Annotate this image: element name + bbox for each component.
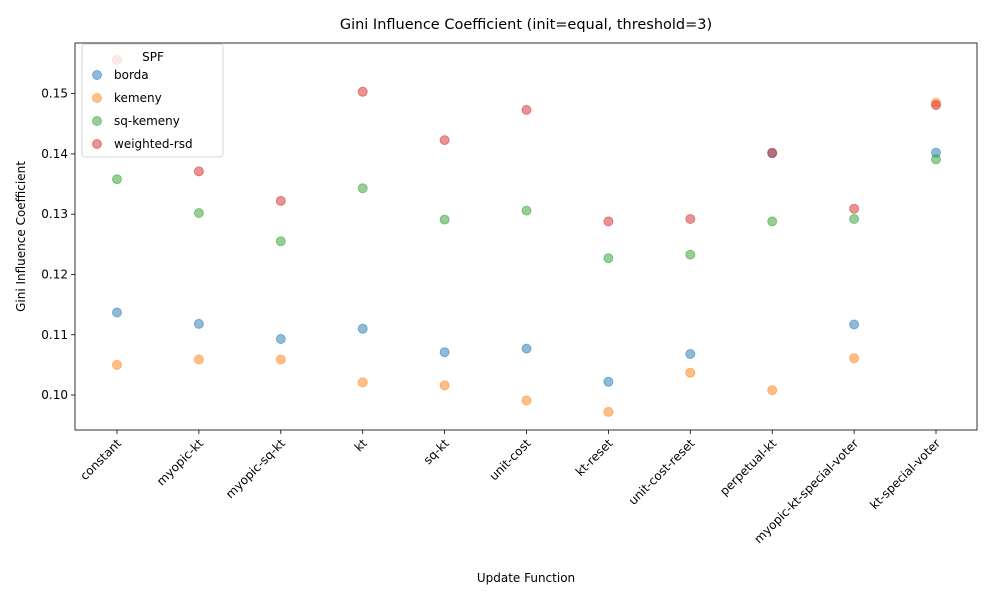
point-borda-sq-kt	[439, 347, 450, 358]
point-kemeny-sq-kt	[439, 380, 450, 391]
y-tick-label: 0.15	[41, 87, 68, 101]
point-borda-myopic-kt-special-voter	[849, 319, 860, 330]
legend-marker-weighted-rsd	[92, 139, 102, 149]
point-kemeny-myopic-kt-special-voter	[849, 353, 860, 364]
point-kemeny-unit-cost	[521, 395, 532, 406]
point-sq-kemeny-kt-special-voter	[931, 154, 941, 165]
x-tick-label: unit-cost-reset	[626, 436, 698, 508]
legend-marker-sq-kemeny	[92, 116, 102, 126]
point-weighted-rsd-kt-special-voter	[931, 100, 941, 111]
x-tick-label: sq-kt	[421, 436, 452, 467]
x-tick-label: constant	[77, 436, 124, 483]
point-kemeny-myopic-sq-kt	[275, 354, 286, 365]
point-weighted-rsd-kt-reset	[603, 216, 614, 227]
point-sq-kemeny-myopic-kt	[193, 208, 204, 218]
point-kemeny-unit-cost-reset	[685, 367, 696, 378]
plot-frame	[74, 42, 978, 431]
point-borda-unit-cost-reset	[685, 349, 696, 359]
y-tick-label: 0.13	[41, 207, 68, 221]
y-axis-label: Gini Influence Coefficient	[14, 161, 28, 312]
point-weighted-rsd-myopic-kt	[193, 166, 204, 177]
legend-title: SPF	[142, 50, 164, 64]
data-points	[112, 54, 941, 417]
point-weighted-rsd-myopic-kt-special-voter	[849, 203, 860, 214]
point-sq-kemeny-perpetual-kt	[767, 216, 778, 227]
point-borda-myopic-kt	[193, 318, 204, 329]
legend-box	[81, 43, 224, 158]
point-weighted-rsd-sq-kt	[439, 135, 450, 146]
x-axis-label: Update Function	[477, 571, 575, 585]
legend-label-borda: borda	[114, 68, 149, 82]
chart-title: Gini Influence Coefficient (init=equal, …	[340, 17, 712, 33]
point-sq-kemeny-constant	[112, 174, 122, 185]
legend: SPF borda kemeny sq-kemeny weighted-rsd	[81, 43, 224, 158]
point-kemeny-myopic-kt	[193, 354, 204, 365]
x-tick-label: myopic-sq-kt	[223, 436, 288, 501]
legend-marker-kemeny	[92, 93, 102, 103]
point-sq-kemeny-kt	[357, 183, 368, 194]
point-kemeny-kt	[357, 377, 368, 388]
x-tick-label: myopic-kt	[154, 436, 206, 488]
x-tick-label: perpetual-kt	[717, 436, 779, 498]
x-axis: constant myopic-kt myopic-sq-kt kt sq-kt unit…	[77, 430, 943, 546]
point-sq-kemeny-kt-reset	[603, 253, 614, 264]
x-tick-label: kt	[352, 436, 370, 454]
point-borda-myopic-sq-kt	[275, 334, 286, 344]
point-weighted-rsd-myopic-sq-kt	[275, 195, 286, 206]
point-sq-kemeny-myopic-kt-special-voter	[849, 214, 860, 224]
point-weighted-rsd-unit-cost-reset	[685, 214, 696, 224]
point-weighted-rsd-unit-cost	[521, 104, 532, 115]
x-tick-label: kt-reset	[573, 436, 616, 479]
point-sq-kemeny-myopic-sq-kt	[275, 236, 286, 247]
legend-label-sq-kemeny: sq-kemeny	[114, 114, 180, 128]
point-borda-constant	[112, 307, 122, 318]
legend-label-kemeny: kemeny	[114, 91, 162, 105]
point-sq-kemeny-unit-cost-reset	[685, 249, 696, 260]
point-weighted-rsd-kt	[357, 86, 368, 97]
point-weighted-rsd-perpetual-kt	[767, 147, 778, 158]
point-sq-kemeny-sq-kt	[439, 214, 450, 225]
y-tick-label: 0.11	[41, 328, 68, 342]
y-tick-label: 0.10	[41, 388, 68, 402]
point-kemeny-constant	[112, 359, 122, 370]
point-borda-kt-reset	[603, 376, 614, 387]
point-borda-kt	[357, 323, 368, 334]
y-tick-label: 0.14	[41, 147, 68, 161]
point-kemeny-perpetual-kt	[767, 385, 778, 396]
point-borda-unit-cost	[521, 343, 532, 354]
legend-marker-borda	[92, 70, 102, 80]
y-axis: 0.10 0.11 0.12 0.13 0.14 0.15	[41, 87, 75, 402]
x-tick-label: unit-cost	[487, 436, 534, 483]
y-tick-label: 0.12	[41, 267, 68, 281]
point-sq-kemeny-unit-cost	[521, 205, 532, 216]
legend-label-weighted-rsd: weighted-rsd	[114, 137, 193, 151]
point-kemeny-kt-reset	[603, 406, 614, 417]
x-tick-label: kt-special-voter	[867, 436, 943, 512]
